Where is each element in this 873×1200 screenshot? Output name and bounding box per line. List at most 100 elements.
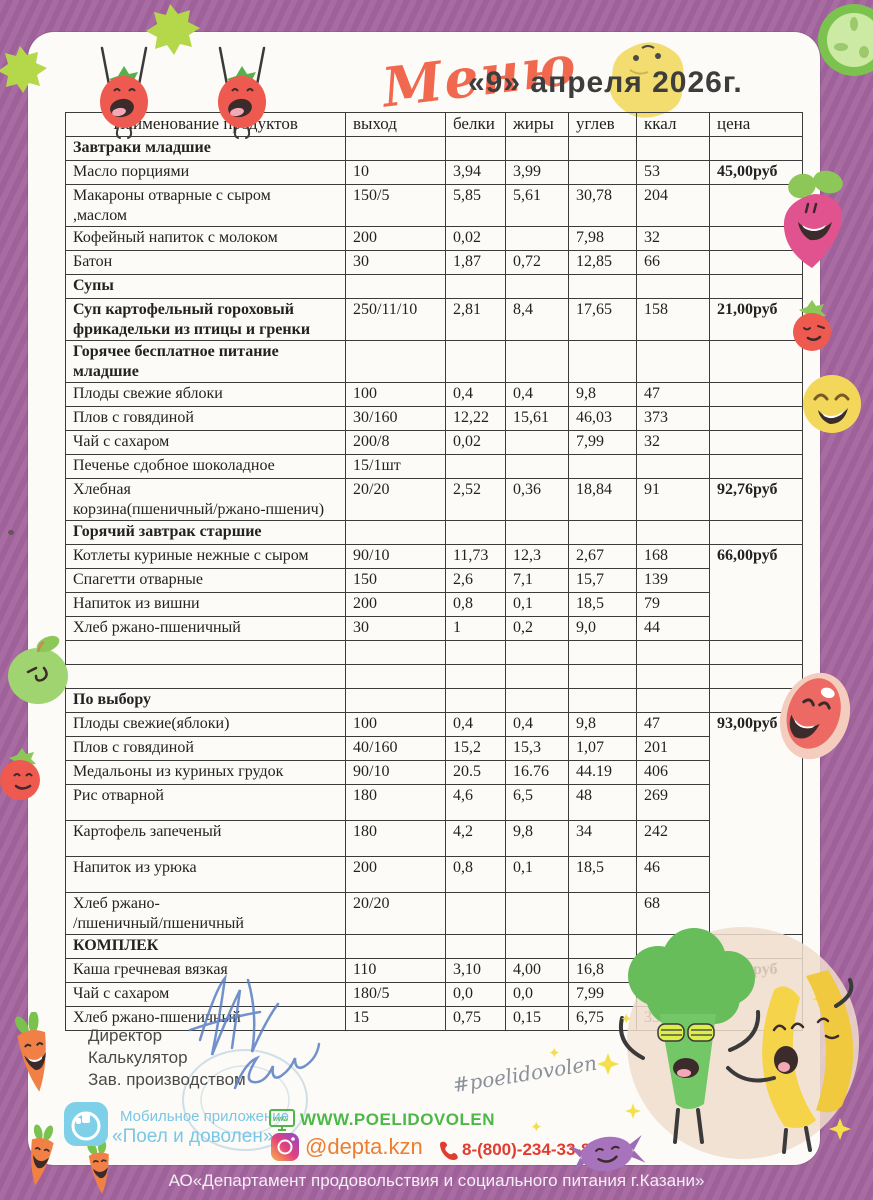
candy-icon — [568, 1134, 646, 1174]
cell-out: 250/11/10 — [345, 298, 446, 342]
sparkle-icon: ✦ — [548, 1045, 561, 1062]
cell-fat — [505, 274, 569, 300]
cell-carb: 2,67 — [568, 544, 637, 570]
menu-item-row: Медальоны из куриных грудок 90/10 20.5 16.7… — [65, 760, 803, 786]
column-header: жиры — [505, 112, 569, 137]
cell-out: 100 — [345, 712, 446, 738]
cell-protein: 4,6 — [445, 784, 506, 822]
cell-out — [345, 664, 446, 690]
section-row: Завтраки младшие — [65, 136, 803, 161]
cell-out — [345, 934, 446, 960]
cell-protein: 2,81 — [445, 298, 506, 342]
section-row: Горячее бесплатное питание младшие — [65, 340, 803, 384]
cell-protein — [445, 688, 506, 714]
section-row: По выбору — [65, 688, 803, 714]
menu-item-row: Макароны отварные с сыром ,маслом 150/5 5,… — [65, 183, 803, 228]
cell-price — [709, 382, 803, 408]
cell-kcal — [636, 664, 710, 690]
cell-out: 180 — [345, 820, 446, 858]
cell-carb: 34 — [568, 820, 637, 858]
cell-fat: 12,3 — [505, 544, 569, 570]
cell-out: 15 — [345, 1006, 446, 1032]
section-row: Горячий завтрак старшие — [65, 520, 803, 546]
cell-kcal: 32 — [636, 226, 710, 252]
menu-item-row: Напиток из вишни 200 0,8 0,1 18,5 79 — [65, 592, 803, 618]
phone-icon — [440, 1141, 458, 1160]
cell-carb: 9,8 — [568, 382, 637, 408]
cell-fat — [505, 430, 569, 456]
cell-carb — [568, 136, 637, 161]
column-header: выход — [345, 112, 446, 137]
cell-protein: 2,6 — [445, 568, 506, 594]
cell-out: 200 — [345, 592, 446, 618]
cheese-icon — [609, 42, 684, 118]
cell-fat: 0,1 — [505, 856, 569, 894]
cell-out — [345, 340, 446, 384]
cell-carb: 9,8 — [568, 712, 637, 738]
cell-out: 30 — [345, 250, 446, 276]
cell-carb — [568, 340, 637, 384]
cell-price — [709, 640, 803, 666]
sparkle-icon: ✦ — [530, 1119, 543, 1136]
cell-carb: 44.19 — [568, 760, 637, 786]
cell-carb: 15,7 — [568, 568, 637, 594]
cell-name: Чай с сахаром — [65, 430, 346, 456]
cell-carb: 6,75 — [568, 1006, 637, 1032]
cell-name: Завтраки младшие — [65, 136, 346, 161]
cell-kcal: 91 — [636, 478, 710, 522]
cell-kcal: 242 — [636, 820, 710, 858]
apple-icon — [8, 635, 68, 704]
cell-name — [65, 664, 346, 690]
cell-out: 150/5 — [345, 183, 446, 228]
cell-out — [345, 136, 446, 161]
carrot-icon — [87, 1140, 109, 1194]
cell-fat: 0,2 — [505, 616, 569, 642]
cell-fat: 0,15 — [505, 1006, 569, 1032]
cell-out — [345, 688, 446, 714]
cell-name: Батон — [65, 250, 346, 276]
cell-name: КОМПЛЕК — [65, 934, 346, 960]
menu-date: «9» апреля 2026г. — [468, 66, 743, 99]
cell-carb — [568, 274, 637, 300]
cell-out: 15/1шт — [345, 454, 446, 480]
splat-icon — [0, 46, 47, 93]
cell-kcal: 406 — [636, 760, 710, 786]
cell-fat: 5,61 — [505, 183, 569, 228]
cell-carb — [568, 454, 637, 480]
sparkle-icon: ✦ — [620, 1011, 633, 1028]
cell-fat: 9,8 — [505, 820, 569, 858]
cell-out — [345, 520, 446, 546]
menu-item-row: Плоды свежие(яблоки) 100 0,4 0,4 9,8 47 93,00р… — [65, 712, 803, 936]
menu-item-row: Картофель запеченый 180 4,2 9,8 34 242 — [65, 820, 803, 858]
cell-fat: 7,1 — [505, 568, 569, 594]
menu-item-row — [65, 664, 803, 690]
cell-carb — [568, 892, 637, 936]
cell-protein: 3,94 — [445, 160, 506, 185]
cell-kcal: 269 — [636, 784, 710, 822]
cell-protein: 0,4 — [445, 712, 506, 738]
signature-label-director: Директор — [88, 1026, 163, 1045]
menu-table: Наименование продуктов выход белки жиры угле… — [65, 112, 803, 1032]
scan-speck — [8, 530, 14, 535]
app-caption-line2: «Поел и доволен» — [112, 1126, 274, 1147]
tomato-icon — [218, 46, 266, 139]
cell-fat: 0,4 — [505, 382, 569, 408]
cell-protein — [445, 520, 506, 546]
cell-kcal: 139 — [636, 568, 710, 594]
cell-carb: 18,5 — [568, 592, 637, 618]
cell-protein: 4,2 — [445, 820, 506, 858]
cell-price — [709, 136, 803, 161]
carrot-icon — [31, 1124, 54, 1186]
cell-kcal — [636, 640, 710, 666]
column-header: ккал — [636, 112, 710, 137]
cell-kcal — [636, 688, 710, 714]
cell-protein: 3,10 — [445, 958, 506, 984]
cell-kcal — [636, 340, 710, 384]
cell-kcal: 66 — [636, 250, 710, 276]
cell-protein — [445, 454, 506, 480]
cell-carb: 7,98 — [568, 226, 637, 252]
cell-name: Макароны отварные с сыром ,маслом — [65, 183, 346, 228]
column-header: белки — [445, 112, 506, 137]
instagram-icon — [271, 1133, 299, 1161]
cell-name: Суп картофельный гороховый фрикадельки и… — [65, 298, 346, 342]
